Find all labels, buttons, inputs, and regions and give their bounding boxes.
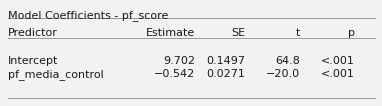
Text: Estimate: Estimate (146, 28, 195, 38)
Text: 64.8: 64.8 (275, 56, 300, 66)
Text: pf_media_control: pf_media_control (8, 69, 104, 80)
Text: 9.702: 9.702 (163, 56, 195, 66)
Text: SE: SE (231, 28, 245, 38)
Text: p: p (348, 28, 355, 38)
Text: Model Coefficients - pf_score: Model Coefficients - pf_score (8, 10, 168, 21)
Text: <.001: <.001 (321, 56, 355, 66)
Text: Intercept: Intercept (8, 56, 58, 66)
Text: 0.1497: 0.1497 (206, 56, 245, 66)
Text: −20.0: −20.0 (266, 69, 300, 79)
Text: 0.0271: 0.0271 (206, 69, 245, 79)
Text: Predictor: Predictor (8, 28, 58, 38)
Text: −0.542: −0.542 (154, 69, 195, 79)
Text: <.001: <.001 (321, 69, 355, 79)
Text: t: t (296, 28, 300, 38)
